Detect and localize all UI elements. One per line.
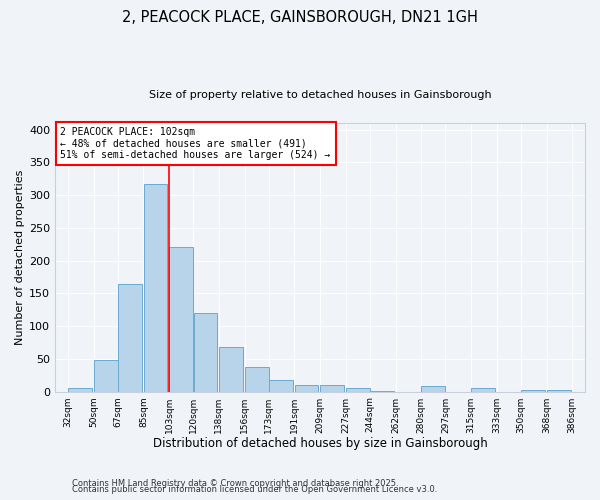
- Bar: [219, 347, 243, 392]
- Bar: [346, 388, 370, 392]
- X-axis label: Distribution of detached houses by size in Gainsborough: Distribution of detached houses by size …: [153, 437, 487, 450]
- Bar: [295, 385, 319, 392]
- Text: Contains HM Land Registry data © Crown copyright and database right 2025.: Contains HM Land Registry data © Crown c…: [72, 478, 398, 488]
- Y-axis label: Number of detached properties: Number of detached properties: [15, 170, 25, 345]
- Bar: [471, 388, 495, 392]
- Bar: [521, 390, 545, 392]
- Title: Size of property relative to detached houses in Gainsborough: Size of property relative to detached ho…: [149, 90, 491, 100]
- Text: 2 PEACOCK PLACE: 102sqm
← 48% of detached houses are smaller (491)
51% of semi-d: 2 PEACOCK PLACE: 102sqm ← 48% of detache…: [61, 127, 331, 160]
- Bar: [421, 386, 445, 392]
- Bar: [194, 313, 217, 392]
- Bar: [320, 385, 344, 392]
- Bar: [169, 247, 193, 392]
- Text: 2, PEACOCK PLACE, GAINSBOROUGH, DN21 1GH: 2, PEACOCK PLACE, GAINSBOROUGH, DN21 1GH: [122, 10, 478, 25]
- Text: Contains public sector information licensed under the Open Government Licence v3: Contains public sector information licen…: [72, 485, 437, 494]
- Bar: [118, 284, 142, 392]
- Bar: [245, 366, 269, 392]
- Bar: [143, 184, 167, 392]
- Bar: [370, 391, 394, 392]
- Bar: [547, 390, 571, 392]
- Bar: [94, 360, 118, 392]
- Bar: [269, 380, 293, 392]
- Bar: [68, 388, 92, 392]
